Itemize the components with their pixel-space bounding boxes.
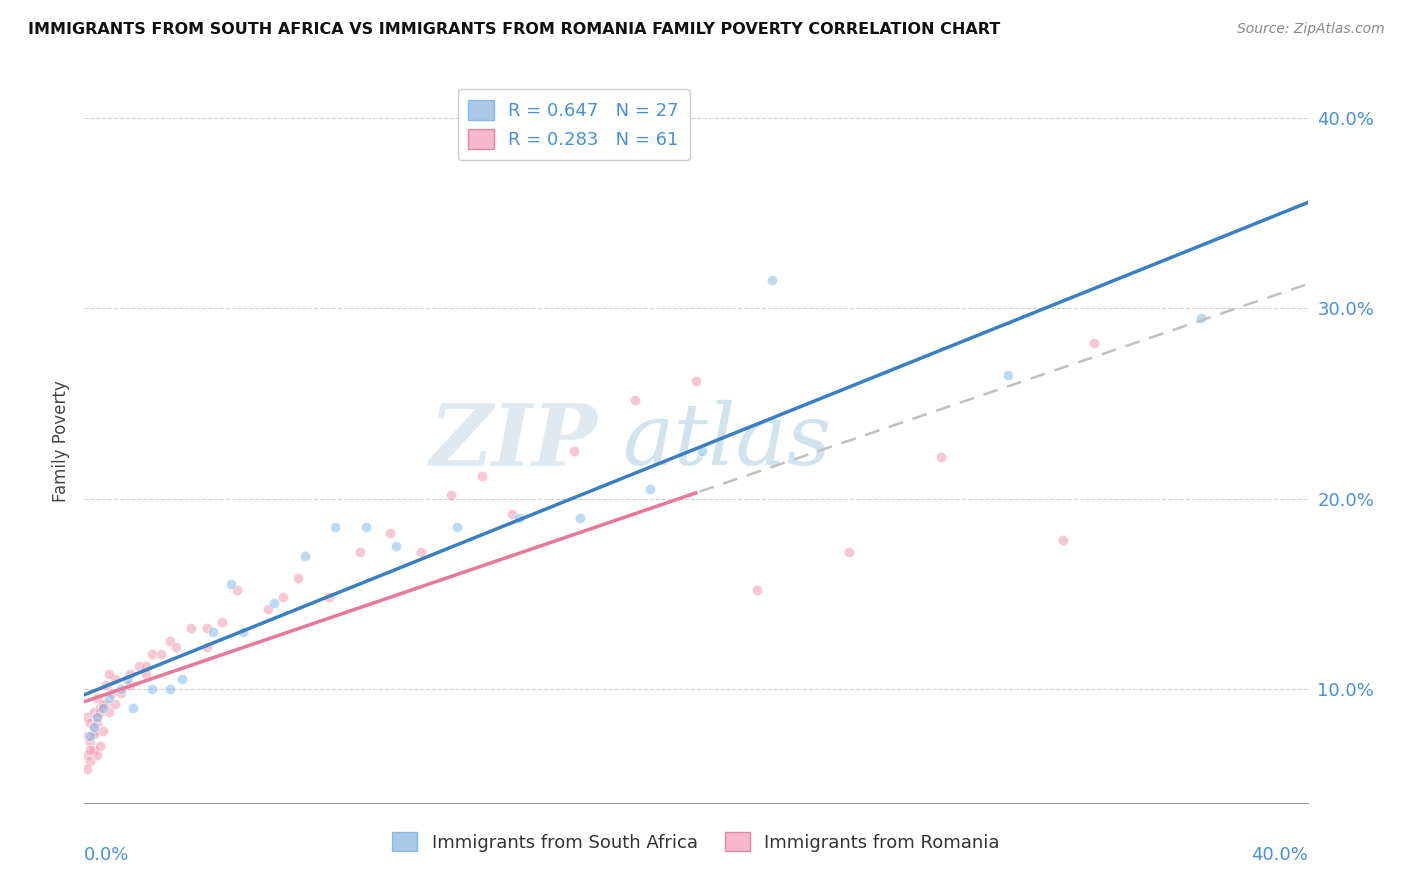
Point (690, 444, 713, 458)
Point (180, 621, 202, 635)
Point (211, 615, 233, 630)
Point (263, 596, 285, 610)
Point (685, 374, 707, 388)
Point (159, 634, 181, 648)
Point (79, 729, 101, 743)
Point (638, 482, 661, 496)
Point (76, 762, 98, 776)
Point (97, 705, 120, 719)
Point (385, 539, 408, 553)
Point (91, 723, 114, 738)
Point (135, 659, 157, 673)
Point (110, 685, 132, 699)
Point (94, 697, 117, 711)
Legend: Immigrants from South Africa, Immigrants from Romania: Immigrants from South Africa, Immigrants… (385, 824, 1007, 859)
Point (1083, 335, 1105, 350)
Point (508, 510, 530, 524)
Point (349, 545, 371, 559)
Point (91, 700, 114, 714)
Point (122, 700, 145, 714)
Text: atlas: atlas (623, 401, 832, 483)
Point (83, 705, 105, 719)
Point (159, 681, 181, 696)
Point (232, 624, 254, 639)
Point (83, 720, 105, 734)
Point (91, 697, 114, 711)
Point (257, 602, 280, 616)
Point (141, 648, 163, 662)
Point (354, 520, 377, 534)
Point (110, 681, 132, 696)
Point (86, 715, 108, 730)
Point (83, 742, 105, 756)
Point (89, 700, 111, 714)
Point (76, 710, 98, 724)
Y-axis label: Family Poverty: Family Poverty (52, 381, 70, 502)
Point (104, 697, 127, 711)
Point (165, 640, 187, 654)
Point (761, 273, 783, 287)
Point (440, 488, 463, 502)
Point (86, 710, 108, 724)
Point (502, 507, 524, 521)
Point (172, 672, 194, 686)
Point (76, 748, 98, 763)
Point (79, 742, 101, 756)
Point (1189, 310, 1212, 325)
Point (104, 672, 127, 686)
Point (838, 545, 860, 559)
Point (97, 691, 120, 706)
Point (294, 549, 316, 563)
Point (562, 444, 585, 458)
Point (446, 520, 468, 534)
Point (120, 678, 142, 692)
Text: Source: ZipAtlas.com: Source: ZipAtlas.com (1237, 22, 1385, 37)
Text: 0.0%: 0.0% (84, 847, 129, 864)
Point (135, 666, 157, 681)
Point (86, 748, 108, 763)
Point (149, 648, 172, 662)
Point (76, 729, 98, 743)
Point (89, 705, 111, 719)
Point (226, 582, 249, 597)
Text: IMMIGRANTS FROM SOUTH AFRICA VS IMMIGRANTS FROM ROMANIA FAMILY POVERTY CORRELATI: IMMIGRANTS FROM SOUTH AFRICA VS IMMIGRAN… (28, 22, 1001, 37)
Point (86, 710, 108, 724)
Point (1052, 533, 1074, 548)
Point (997, 368, 1019, 382)
Point (83, 723, 105, 738)
Point (323, 520, 346, 534)
Point (79, 735, 101, 749)
Point (79, 754, 101, 768)
Point (287, 571, 309, 585)
Point (471, 468, 494, 483)
Point (101, 685, 124, 699)
Point (195, 621, 218, 635)
Point (624, 392, 647, 407)
Point (115, 672, 138, 686)
Point (89, 739, 111, 753)
Point (83, 727, 105, 741)
Text: 40.0%: 40.0% (1251, 847, 1308, 864)
Point (128, 659, 150, 673)
Point (141, 681, 163, 696)
Point (409, 545, 432, 559)
Point (929, 450, 952, 464)
Point (120, 666, 142, 681)
Point (201, 624, 224, 639)
Point (380, 525, 402, 540)
Point (195, 640, 218, 654)
Point (318, 591, 340, 605)
Point (79, 715, 101, 730)
Point (86, 691, 108, 706)
Point (271, 591, 294, 605)
Point (97, 666, 120, 681)
Text: ZIP: ZIP (430, 400, 598, 483)
Point (219, 577, 242, 591)
Point (568, 510, 591, 524)
Point (747, 582, 769, 597)
Point (94, 678, 117, 692)
